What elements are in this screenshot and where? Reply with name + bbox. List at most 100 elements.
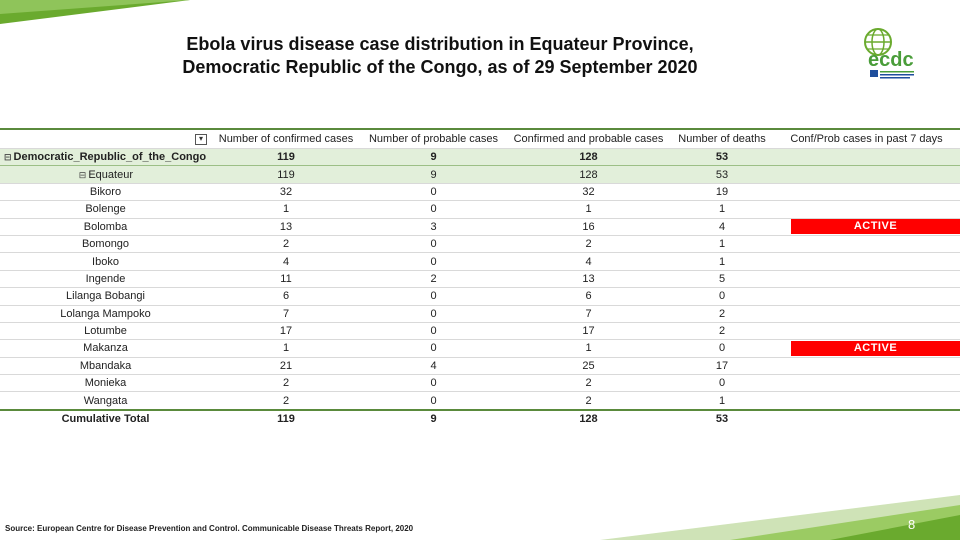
health-zone-row: Bolomba 13 3 16 4 ACTIVE — [0, 218, 960, 236]
eu-flag-icon — [870, 70, 878, 77]
total-confirmed: 119 — [211, 408, 361, 428]
health-zone-name: Bomongo — [0, 235, 211, 254]
cell-probable: 0 — [361, 252, 506, 271]
cell-probable: 0 — [361, 200, 506, 219]
cell-deaths: 5 — [671, 270, 773, 289]
cell-probable: 0 — [361, 183, 506, 202]
health-zone-row: Bomongo 2 0 2 1 — [0, 235, 960, 254]
cell-probable: 0 — [361, 322, 506, 341]
cell-probable: 9 — [361, 148, 506, 167]
cell-confirmed: 119 — [211, 148, 361, 167]
cell-probable: 4 — [361, 357, 506, 376]
top-left-light-band — [0, 0, 190, 14]
cell-deaths: 1 — [671, 235, 773, 254]
cell-past-7-days — [773, 252, 960, 271]
health-zone-name: Monieka — [0, 374, 211, 393]
bottom-right-light-band — [600, 495, 960, 540]
collapse-toggle-icon[interactable]: ⊟ — [4, 152, 12, 163]
country-row[interactable]: ⊟ Democratic_Republic_of_the_Congo 119 9 … — [0, 148, 960, 167]
cell-deaths: 17 — [671, 357, 773, 376]
cell-past-7-days — [773, 305, 960, 323]
total-deaths: 53 — [671, 408, 773, 428]
health-zone-name: Bolomba — [0, 218, 211, 236]
col-probable: Number of probable cases — [361, 128, 506, 149]
cell-confirmed: 2 — [211, 374, 361, 393]
cell-past-7-days — [773, 148, 960, 167]
cell-total-cases: 13 — [506, 270, 671, 289]
cell-deaths: 0 — [671, 287, 773, 306]
cell-probable: 0 — [361, 391, 506, 411]
cell-confirmed: 32 — [211, 183, 361, 202]
cell-past-7-days — [773, 200, 960, 219]
collapse-toggle-icon[interactable]: ⊟ — [78, 169, 87, 180]
health-zone-row: Lolanga Mampoko 7 0 7 2 — [0, 305, 960, 323]
health-zone-row: Bolenge 1 0 1 1 — [0, 200, 960, 219]
cell-past-7-days — [773, 183, 960, 202]
country-name: Democratic_Republic_of_the_Congo — [13, 151, 207, 164]
total-label: Cumulative Total — [0, 408, 211, 428]
province-row[interactable]: ⊟ Equateur 119 9 128 53 — [0, 165, 960, 184]
case-distribution-table: ▾ Number of confirmed cases Number of pr… — [0, 128, 960, 428]
cell-past-7-days — [773, 270, 960, 289]
logo-wordmark: ecdc — [868, 49, 914, 71]
cell-deaths: 0 — [671, 374, 773, 393]
top-left-green-band — [0, 0, 190, 24]
cell-total-cases: 16 — [506, 218, 671, 236]
cell-confirmed: 2 — [211, 235, 361, 254]
source-note: Source: European Centre for Disease Prev… — [5, 524, 414, 533]
cell-confirmed: 7 — [211, 305, 361, 323]
cell-confirmed: 21 — [211, 357, 361, 376]
cell-deaths: 4 — [671, 218, 773, 236]
cell-deaths: 1 — [671, 391, 773, 411]
cell-total-cases: 128 — [506, 165, 671, 184]
health-zone-row: Monieka 2 0 2 0 — [0, 374, 960, 393]
cell-confirmed: 17 — [211, 322, 361, 341]
cumulative-total-row: Cumulative Total 119 9 128 53 — [0, 408, 960, 428]
cell-confirmed: 119 — [211, 165, 361, 184]
active-status-badge: ACTIVE — [791, 340, 960, 356]
col-deaths: Number of deaths — [671, 128, 773, 149]
col-past-7-days: Conf/Prob cases in past 7 days — [773, 128, 960, 149]
cell-probable: 0 — [361, 305, 506, 323]
bottom-right-mid-band — [730, 505, 960, 540]
cell-deaths: 53 — [671, 165, 773, 184]
title-line-1: Ebola virus disease case distribution in… — [186, 34, 694, 54]
cell-total-cases: 25 — [506, 357, 671, 376]
health-zone-row: Makanza 1 0 1 0 ACTIVE — [0, 339, 960, 358]
cell-probable: 0 — [361, 339, 506, 358]
cell-total-cases: 1 — [506, 339, 671, 358]
cell-total-cases: 1 — [506, 200, 671, 219]
total-past-7-days — [773, 408, 960, 428]
cell-probable: 0 — [361, 374, 506, 393]
health-zone-name: Iboko — [0, 252, 211, 271]
health-zone-row: Iboko 4 0 4 1 — [0, 252, 960, 271]
cell-total-cases: 6 — [506, 287, 671, 306]
health-zone-row: Ingende 11 2 13 5 — [0, 270, 960, 289]
cell-deaths: 53 — [671, 148, 773, 167]
cell-deaths: 2 — [671, 322, 773, 341]
cell-total-cases: 2 — [506, 235, 671, 254]
cell-confirmed: 4 — [211, 252, 361, 271]
cell-probable: 9 — [361, 165, 506, 184]
slide-title: Ebola virus disease case distribution in… — [110, 33, 770, 79]
table-header-row: ▾ Number of confirmed cases Number of pr… — [0, 128, 960, 149]
health-zone-name: Bikoro — [0, 183, 211, 202]
cell-total-cases: 2 — [506, 374, 671, 393]
health-zone-name: Wangata — [0, 391, 211, 411]
filter-icon[interactable]: ▾ — [195, 133, 207, 145]
health-zone-row: Bikoro 32 0 32 19 — [0, 183, 960, 202]
cell-probable: 0 — [361, 287, 506, 306]
health-zone-name: Makanza — [0, 339, 211, 358]
cell-confirmed: 11 — [211, 270, 361, 289]
cell-past-7-days — [773, 391, 960, 411]
total-cases: 128 — [506, 408, 671, 428]
cell-past-7-days — [773, 235, 960, 254]
cell-probable: 0 — [361, 235, 506, 254]
cell-total-cases: 4 — [506, 252, 671, 271]
cell-probable: 2 — [361, 270, 506, 289]
cell-deaths: 2 — [671, 305, 773, 323]
active-status-badge: ACTIVE — [791, 219, 960, 235]
health-zone-name: Ingende — [0, 270, 211, 289]
bottom-right-green-band — [830, 515, 960, 540]
cell-total-cases: 7 — [506, 305, 671, 323]
